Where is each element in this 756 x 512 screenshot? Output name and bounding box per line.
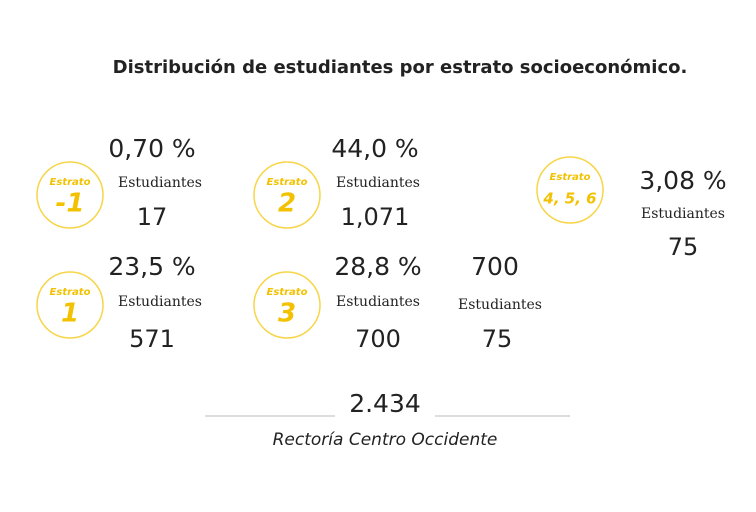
badge [253, 161, 321, 229]
unit: Estudiantes [336, 175, 420, 191]
badge-label: Estrato [267, 177, 308, 188]
percent: 23,5 % [108, 252, 195, 281]
badge-value: 1 [61, 299, 79, 329]
unit: Estudiantes [336, 294, 420, 310]
badge [253, 271, 321, 339]
badge [36, 271, 104, 339]
total-label: Rectoría Centro Occidente [273, 430, 498, 450]
percent: 44,0 % [331, 134, 418, 163]
badge-value: 3 [278, 299, 296, 329]
badge [36, 161, 104, 229]
badge-label: Estrato [267, 287, 308, 298]
percent: 0,70 % [108, 134, 195, 163]
count: 1,071 [341, 203, 410, 231]
badge [536, 156, 604, 224]
count: 75 [668, 233, 699, 261]
extra-count: 75 [482, 325, 513, 353]
total-value: 2.434 [349, 389, 421, 418]
extra-top: 700 [471, 252, 519, 281]
percent: 28,8 % [334, 252, 421, 281]
badge-value: 4, 5, 6 [542, 190, 596, 208]
badge-label: Estrato [50, 287, 91, 298]
unit: Estudiantes [118, 294, 202, 310]
count: 17 [137, 203, 168, 231]
extra-unit: Estudiantes [458, 297, 542, 313]
badge-label: Estrato [50, 177, 91, 188]
count: 700 [355, 325, 401, 353]
count: 571 [129, 325, 175, 353]
unit: Estudiantes [118, 175, 202, 191]
percent: 3,08 % [639, 166, 726, 195]
badge-value: -1 [56, 189, 85, 219]
unit: Estudiantes [641, 206, 725, 222]
badge-label: Estrato [550, 172, 591, 183]
badge-value: 2 [278, 189, 296, 219]
title: Distribución de estudiantes por estrato … [113, 57, 688, 78]
